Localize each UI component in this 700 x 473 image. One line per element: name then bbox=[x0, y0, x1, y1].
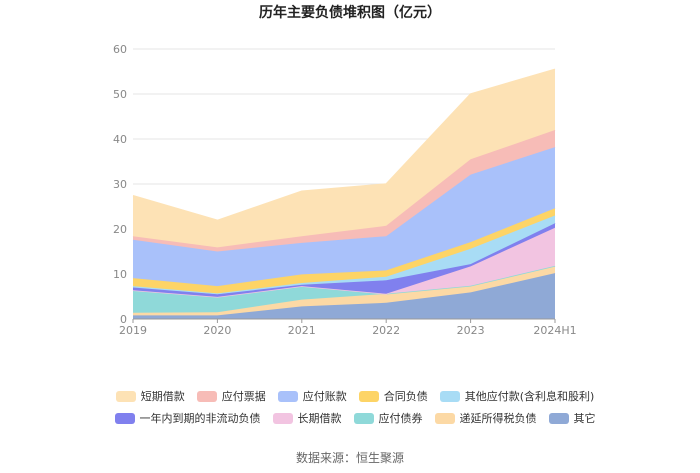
legend-swatch bbox=[439, 390, 460, 402]
series-line-9 bbox=[132, 68, 556, 222]
legend-swatch bbox=[115, 390, 136, 402]
y-tick-label: 10 bbox=[113, 268, 127, 281]
y-tick-label: 40 bbox=[113, 133, 127, 146]
legend-swatch bbox=[272, 412, 293, 424]
legend-label: 其他应付款(含利息和股利) bbox=[464, 390, 595, 403]
legend-item[interactable]: 应付债券 bbox=[353, 410, 423, 426]
legend-row: 一年内到期的非流动负债 长期借款 应付债券 递延所得税负债 其它 bbox=[114, 407, 596, 429]
legend-swatch bbox=[196, 390, 217, 402]
y-tick-label: 60 bbox=[113, 43, 127, 56]
legend-item[interactable]: 长期借款 bbox=[272, 410, 342, 426]
legend-swatch bbox=[358, 390, 379, 402]
legend-swatch bbox=[353, 412, 374, 424]
legend-label: 其它 bbox=[573, 412, 596, 425]
legend-item[interactable]: 短期借款 bbox=[115, 388, 185, 404]
area-series-2[interactable] bbox=[133, 265, 555, 313]
legend-label: 递延所得税负债 bbox=[459, 412, 537, 425]
area-series-3[interactable] bbox=[133, 227, 555, 297]
legend-item[interactable]: 应付票据 bbox=[196, 388, 266, 404]
x-tick-label: 2023 bbox=[457, 324, 485, 337]
legend-item[interactable]: 其他应付款(含利息和股利) bbox=[439, 388, 595, 404]
legend: 短期借款 应付票据 应付账款 合同负债 其他应付款(含利息和股利) 一年内到期的非流动负债… bbox=[114, 385, 596, 429]
area-series-9[interactable] bbox=[133, 69, 555, 248]
legend-item[interactable]: 一年内到期的非流动负债 bbox=[114, 410, 261, 426]
area-series-5[interactable] bbox=[133, 215, 555, 295]
area-series bbox=[132, 68, 556, 319]
legend-label: 合同负债 bbox=[383, 390, 428, 403]
legend-item[interactable]: 递延所得税负债 bbox=[434, 410, 537, 426]
legend-item[interactable]: 应付账款 bbox=[277, 388, 347, 404]
area-series-6[interactable] bbox=[133, 208, 555, 294]
x-tick-label: 2020 bbox=[203, 324, 231, 337]
x-tick-label: 2024H1 bbox=[533, 324, 576, 337]
area-series-0[interactable] bbox=[133, 273, 555, 319]
x-tick-label: 2022 bbox=[372, 324, 400, 337]
legend-swatch bbox=[114, 412, 135, 424]
chart-title: 历年主要负债堆积图（亿元） bbox=[259, 5, 441, 21]
y-tick-label: 50 bbox=[113, 88, 127, 101]
y-tick-label: 0 bbox=[120, 313, 127, 326]
legend-item[interactable]: 其它 bbox=[548, 410, 596, 426]
legend-label: 应付债券 bbox=[378, 412, 423, 425]
axes: 0 10 20 30 40 50 60 2019 2020 2021 2022 2023 2024H1 bbox=[113, 43, 577, 337]
x-tick-label: 2021 bbox=[288, 324, 316, 337]
legend-label: 一年内到期的非流动负债 bbox=[139, 412, 261, 425]
x-tick-label: 2019 bbox=[119, 324, 147, 337]
area-series-1[interactable] bbox=[133, 265, 555, 316]
legend-label: 短期借款 bbox=[140, 390, 185, 403]
y-tick-label: 30 bbox=[113, 178, 127, 191]
legend-item[interactable]: 合同负债 bbox=[358, 388, 428, 404]
legend-row: 短期借款 应付票据 应付账款 合同负债 其他应付款(含利息和股利) bbox=[115, 385, 594, 407]
y-tick-label: 20 bbox=[113, 223, 127, 236]
legend-swatch bbox=[277, 390, 298, 402]
legend-label: 长期借款 bbox=[297, 412, 342, 425]
area-series-7[interactable] bbox=[133, 147, 555, 287]
legend-label: 应付账款 bbox=[302, 390, 347, 403]
legend-swatch bbox=[548, 412, 569, 424]
legend-swatch bbox=[434, 412, 455, 424]
legend-label: 应付票据 bbox=[221, 390, 266, 403]
source-note: 数据来源：恒生聚源 bbox=[295, 451, 404, 465]
